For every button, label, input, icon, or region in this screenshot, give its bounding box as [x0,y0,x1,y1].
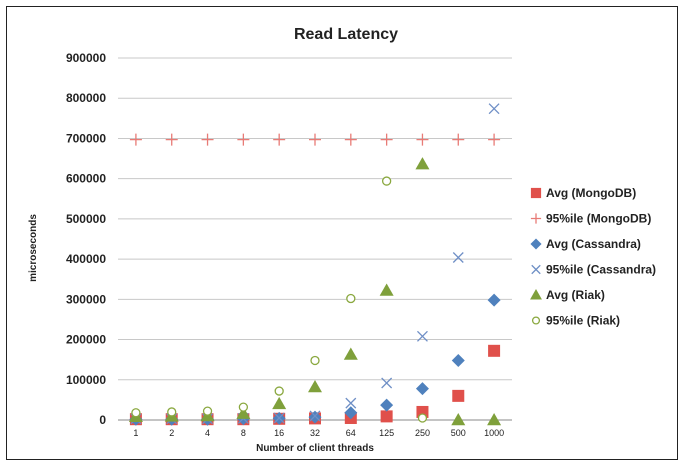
legend-marker [530,238,542,250]
data-point [344,133,357,146]
data-point [452,133,465,146]
x-tick-label: 125 [379,428,394,438]
data-point [165,133,178,146]
x-tick-label: 4 [205,428,210,438]
data-point [381,176,392,186]
x-tick-label: 64 [346,428,356,438]
data-point [380,133,393,146]
y-tick-label: 300000 [66,292,106,306]
gridlines [118,57,512,381]
y-tick-label: 800000 [66,91,106,105]
x-tick-label: 250 [415,428,430,438]
data-point [346,293,356,304]
data-point [416,133,429,146]
x-tick-label: 1 [133,428,138,438]
legend-label: Avg (Riak) [546,288,605,302]
x-tick-label: 32 [310,428,320,438]
y-tick-label: 200000 [66,333,106,347]
data-point [238,402,249,412]
legend-marker [531,264,541,275]
data-point [487,293,501,307]
legend-label: Avg (Cassandra) [546,237,641,251]
legend-marker [530,213,542,224]
series-1 [129,133,501,146]
data-point [380,410,393,423]
data-point [273,412,285,424]
data-points [128,103,502,426]
chart-title: Read Latency [294,26,398,43]
data-point [131,408,141,418]
series-5 [131,176,428,423]
y-axis-ticks: 0 100000 200000 300000 400000 500000 600000 700… [66,51,106,427]
data-point [309,133,321,146]
legend-marker [531,316,541,325]
y-tick-label: 100000 [66,373,106,387]
x-tick-label: 16 [274,428,284,438]
legend-marker [530,187,542,199]
data-point [237,133,250,146]
data-point [488,103,500,115]
data-point [415,157,430,170]
data-point [343,347,358,360]
legend-label: 95%ile (Cassandra) [546,263,656,277]
data-point [308,410,322,424]
data-point [272,396,287,410]
data-point [452,252,464,263]
data-point [488,344,501,357]
data-point [167,407,177,417]
data-point [380,398,394,412]
data-point [344,406,358,420]
data-point [345,397,357,409]
y-tick-label: 0 [99,413,106,427]
y-tick-label: 700000 [66,131,106,145]
series-4 [128,157,502,426]
x-tick-label: 2 [169,428,174,438]
x-axis-label: Number of client threads [256,443,374,454]
series-3 [130,103,500,425]
data-point [310,355,320,366]
data-point [273,133,286,146]
data-point [488,133,501,146]
data-point [379,283,394,296]
x-tick-label: 1000 [484,428,504,438]
data-point [274,386,284,396]
y-axis-label: microseconds [28,214,39,282]
data-point [452,389,465,402]
data-point [451,413,466,426]
y-tick-label: 500000 [66,212,106,226]
data-point [416,330,428,342]
legend-label: 95%ile (MongoDB) [546,212,651,226]
data-point [451,353,465,367]
y-tick-label: 900000 [66,51,106,65]
x-axis-ticks: 1 2 4 8 16 32 64 125 250 500 1000 [133,428,504,438]
y-tick-label: 600000 [66,172,106,186]
legend-marker [530,289,542,300]
legend-label: Avg (MongoDB) [546,186,636,200]
data-point [415,382,429,396]
x-tick-label: 500 [451,428,466,438]
data-point [236,406,251,419]
legend-label: 95%ile (Riak) [546,314,620,328]
data-point [129,133,142,146]
data-point [202,406,213,416]
data-point [381,377,393,389]
data-point [201,133,214,146]
data-point [309,410,321,422]
x-tick-label: 8 [241,428,246,438]
chart-frame [6,6,678,460]
legend: Avg (MongoDB) 95%ile (MongoDB) Avg (Cassan… [530,186,656,328]
data-point [487,413,502,426]
data-point [308,380,322,393]
y-tick-label: 400000 [66,252,106,266]
data-point [417,413,428,423]
